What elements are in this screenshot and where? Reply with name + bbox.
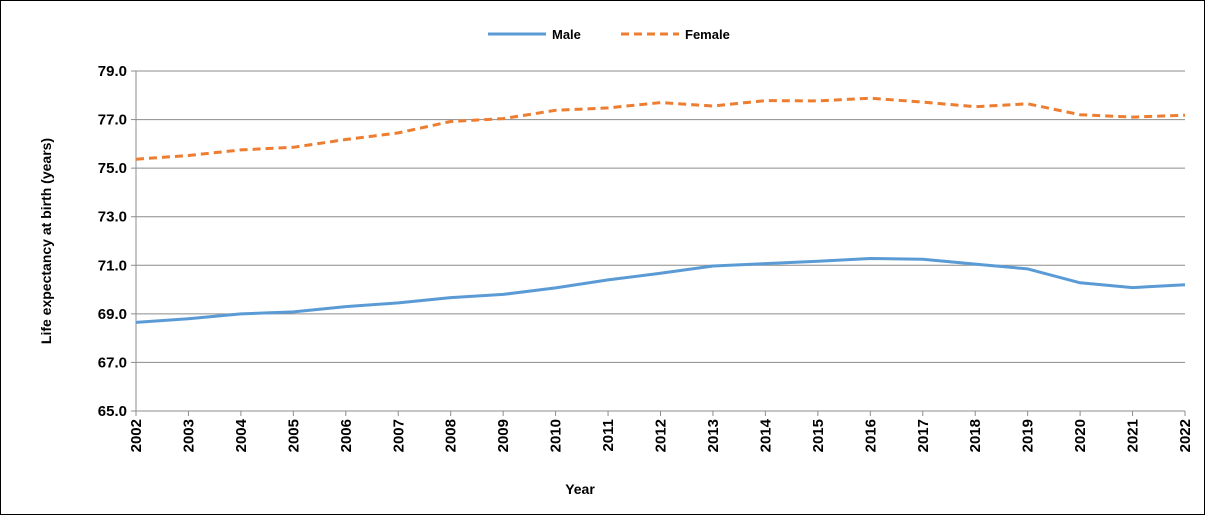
y-tick-label: 65.0 bbox=[98, 403, 127, 420]
x-tick-label: 2022 bbox=[1177, 419, 1194, 452]
x-tick-label: 2017 bbox=[915, 419, 932, 452]
x-tick-label: 2005 bbox=[285, 419, 302, 452]
x-tick-label: 2009 bbox=[495, 419, 512, 452]
x-tick-label: 2007 bbox=[390, 419, 407, 452]
gridlines bbox=[136, 70, 1185, 363]
x-tick-label: 2019 bbox=[1020, 419, 1037, 452]
y-tick-label: 71.0 bbox=[98, 257, 127, 274]
x-tick-label: 2008 bbox=[443, 419, 460, 452]
x-axis-title: Year bbox=[565, 481, 595, 497]
x-tick-label: 2016 bbox=[862, 419, 879, 452]
series-line-female bbox=[135, 96, 1186, 161]
y-axis-title: Life expectancy at birth (years) bbox=[38, 138, 54, 344]
x-tick-label: 2013 bbox=[705, 419, 722, 452]
series-lines bbox=[135, 96, 1186, 324]
x-tick-label: 2002 bbox=[128, 419, 145, 452]
x-tick-label: 2010 bbox=[548, 419, 565, 452]
axes bbox=[135, 71, 1185, 412]
legend-label-female: Female bbox=[685, 27, 730, 42]
x-tick-label: 2021 bbox=[1125, 419, 1142, 452]
x-tick-label: 2020 bbox=[1072, 419, 1089, 452]
legend-item-female: Female bbox=[621, 27, 730, 42]
y-tick-label: 79.0 bbox=[98, 63, 127, 80]
legend-label-male: Male bbox=[552, 27, 581, 42]
legend-item-male: Male bbox=[488, 27, 581, 42]
x-tick-label: 2003 bbox=[180, 419, 197, 452]
legend: Male Female bbox=[488, 27, 730, 42]
y-axis-ticks: 65.0 67.0 69.0 71.0 73.0 75.0 77.0 79.0 bbox=[98, 63, 136, 420]
x-tick-label: 2018 bbox=[967, 419, 984, 452]
x-tick-label: 2006 bbox=[338, 419, 355, 452]
y-tick-label: 67.0 bbox=[98, 354, 127, 371]
x-tick-label: 2012 bbox=[653, 419, 670, 452]
x-tick-label: 2011 bbox=[600, 419, 617, 452]
x-tick-label: 2014 bbox=[757, 418, 774, 452]
x-tick-label: 2015 bbox=[810, 419, 827, 452]
y-tick-label: 73.0 bbox=[98, 209, 127, 226]
y-tick-label: 75.0 bbox=[98, 160, 127, 177]
x-axis-ticks: 2002 2003 2004 2005 2006 2007 2008 2009 2010 2011… bbox=[128, 411, 1194, 452]
series-line-male bbox=[135, 257, 1186, 324]
y-tick-label: 77.0 bbox=[98, 112, 127, 129]
y-tick-label: 69.0 bbox=[98, 306, 127, 323]
x-tick-label: 2004 bbox=[233, 418, 250, 452]
